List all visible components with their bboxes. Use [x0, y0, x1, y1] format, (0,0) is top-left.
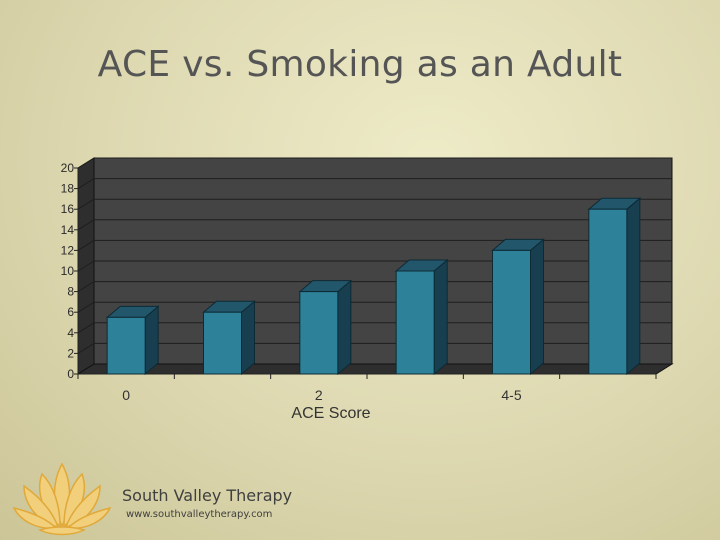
y-tick-label: 4 [67, 326, 74, 340]
gridline-side [77, 198, 95, 210]
lotus-logo-icon [12, 462, 112, 536]
bar-side [144, 305, 159, 376]
bar-side [337, 279, 352, 376]
gridline-side [77, 260, 95, 272]
y-tick-label: 20 [61, 161, 75, 175]
y-tick-label: 10 [61, 264, 75, 278]
gridline-side [77, 239, 95, 251]
bar [203, 311, 242, 375]
x-tick-label: 2 [315, 387, 323, 403]
y-tick-label: 8 [67, 285, 74, 299]
y-tick-label: 14 [61, 223, 75, 237]
gridline-side [77, 281, 95, 293]
gridline-side [77, 322, 95, 334]
y-tick-label: 18 [61, 182, 75, 196]
y-tick-label: 12 [61, 243, 75, 257]
gridline-side [77, 219, 95, 231]
bar [588, 208, 628, 375]
company-name: South Valley Therapy [122, 486, 293, 505]
gridline-side [77, 157, 95, 169]
y-tick-label: 0 [67, 367, 74, 381]
gridline-side [77, 301, 95, 313]
company-website: www.southvalleytherapy.com [126, 509, 273, 520]
y-tick-label: 16 [61, 202, 75, 216]
bar [492, 249, 531, 375]
bar [106, 316, 146, 375]
bar-side [530, 238, 544, 376]
gridline-side [77, 342, 95, 354]
slide-title: ACE vs. Smoking as an Adult [97, 44, 623, 85]
bar [395, 270, 435, 375]
bar-side [433, 258, 448, 376]
x-axis-label: ACE Score [291, 405, 370, 422]
plot-floor [76, 363, 674, 375]
bar [299, 291, 339, 375]
bar-side [241, 300, 255, 376]
x-tick-label: 4-5 [501, 387, 521, 403]
x-tick-label: 0 [122, 387, 130, 403]
bar-side [626, 197, 641, 376]
gridline-side [77, 178, 95, 190]
y-tick-label: 2 [67, 346, 74, 360]
y-tick-label: 6 [67, 305, 74, 319]
